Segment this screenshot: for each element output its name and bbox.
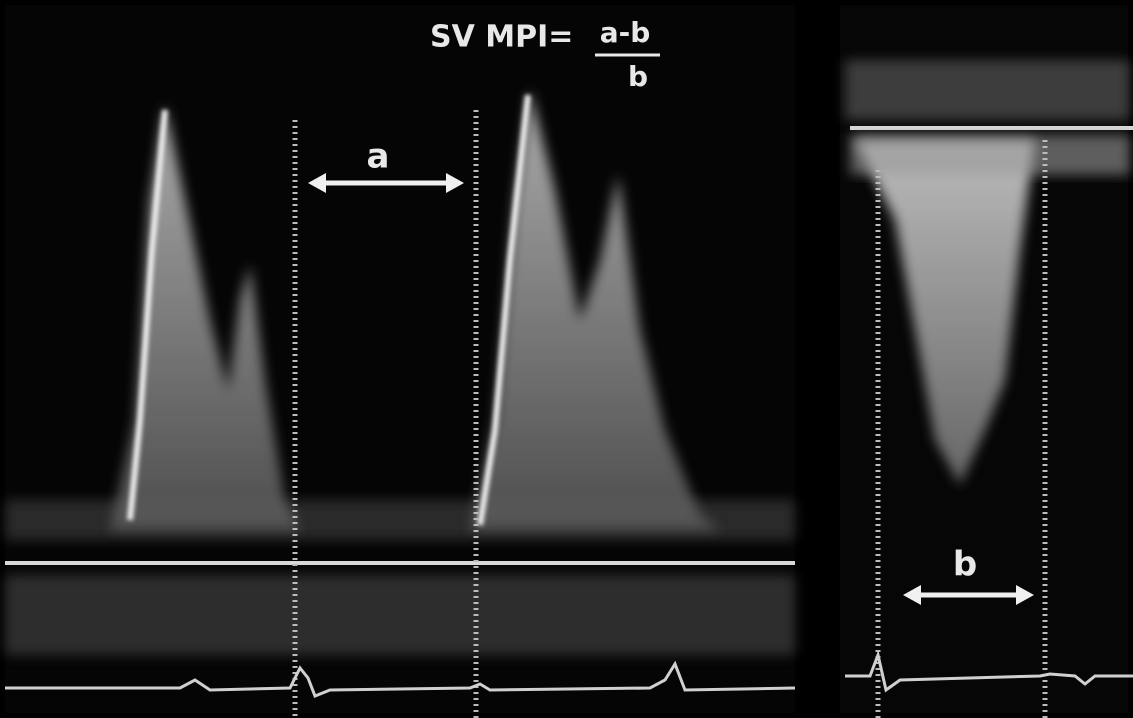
reverse-flow-band	[5, 575, 795, 655]
ecg-trace-right	[845, 649, 1133, 693]
label-b: b	[953, 545, 977, 585]
arrow-head	[446, 173, 464, 193]
arrow-b	[903, 585, 1034, 605]
outflow-wave	[855, 140, 1035, 485]
outflow-band	[850, 135, 1130, 175]
formula-prefix: SV MPI=	[430, 20, 573, 55]
formula-denominator: b	[628, 60, 648, 93]
timing-lines	[292, 110, 1048, 718]
label-a: a	[367, 137, 390, 177]
arrow-head	[903, 585, 921, 605]
wave-edge-2	[477, 94, 531, 526]
wave-edge-1	[127, 109, 168, 521]
mitral-wave-2	[470, 90, 720, 530]
formula-numerator: a-b	[600, 16, 651, 49]
arrow-head	[1016, 585, 1034, 605]
arrow-a	[308, 173, 464, 193]
noise-top	[845, 60, 1130, 120]
arrow-head	[308, 173, 326, 193]
ecg-trace	[5, 660, 796, 698]
